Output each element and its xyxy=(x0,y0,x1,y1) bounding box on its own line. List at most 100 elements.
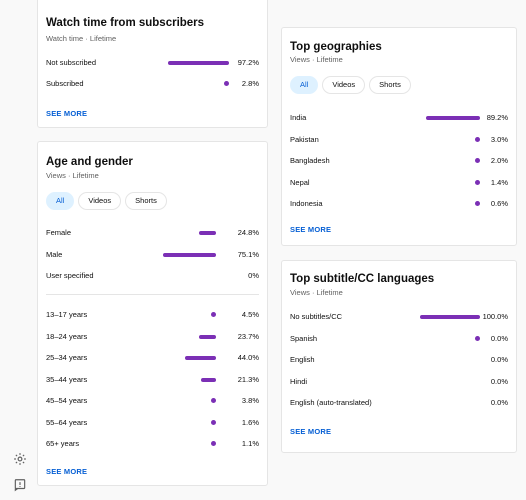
card-subtitle: Watch time · Lifetime xyxy=(46,34,117,43)
top-geographies-card: Top geographies Views · Lifetime All Vide… xyxy=(281,27,517,246)
stat-row: 18–24 years 23.7% xyxy=(46,330,259,344)
divider xyxy=(46,294,259,295)
gear-icon[interactable] xyxy=(13,452,27,466)
row-value: 4.5% xyxy=(241,310,259,319)
row-value: 75.1% xyxy=(237,249,259,259)
row-value: 44.0% xyxy=(237,353,259,362)
card-title: Age and gender xyxy=(46,156,133,168)
value-dot xyxy=(211,312,216,317)
value-dot xyxy=(475,158,480,163)
filter-chips: All Videos Shorts xyxy=(290,76,411,94)
value-bar xyxy=(426,116,480,120)
row-value: 3.8% xyxy=(241,396,259,405)
value-dot xyxy=(211,419,216,425)
stat-row: Male 75.1% xyxy=(46,248,259,262)
row-label: Spanish xyxy=(290,333,318,343)
value-bar xyxy=(185,356,216,360)
card-subtitle: Views · Lifetime xyxy=(290,55,343,64)
row-label: 55–64 years xyxy=(46,417,88,427)
see-more-link[interactable]: SEE MORE xyxy=(290,225,332,234)
row-value: 0.0% xyxy=(490,398,508,407)
value-bar xyxy=(199,334,216,339)
row-label: English xyxy=(290,355,315,364)
row-value: 1.6% xyxy=(241,417,259,427)
row-label: Pakistan xyxy=(290,134,319,144)
stat-row: No subtitles/CC 100.0% xyxy=(290,310,508,324)
value-bar xyxy=(167,61,229,65)
watch-time-card: Watch time from subscribers Watch time ·… xyxy=(37,0,268,128)
row-label: Bangladesh xyxy=(290,156,330,165)
row-label: 18–24 years xyxy=(46,331,88,341)
row-label: Not subscribed xyxy=(46,58,97,67)
stat-row: Spanish 0.0% xyxy=(290,332,508,346)
value-bar xyxy=(198,231,216,235)
card-subtitle: Views · Lifetime xyxy=(46,171,99,180)
value-dot xyxy=(475,179,480,185)
stat-row: Female 24.8% xyxy=(46,226,259,240)
row-value: 23.7% xyxy=(237,331,259,341)
filter-chip-videos[interactable]: Videos xyxy=(78,192,122,210)
card-title: Top subtitle/CC languages xyxy=(290,273,435,285)
stat-row: 13–17 years 4.5% xyxy=(46,308,259,322)
row-value: 21.3% xyxy=(237,374,259,384)
row-value: 24.8% xyxy=(237,228,259,237)
value-dot xyxy=(211,398,216,403)
row-label: No subtitles/CC xyxy=(290,312,343,321)
value-dot xyxy=(224,81,229,86)
top-subtitle-languages-card: Top subtitle/CC languages Views · Lifeti… xyxy=(281,260,517,453)
filter-chips: All Videos Shorts xyxy=(46,192,167,210)
filter-chip-shorts[interactable]: Shorts xyxy=(369,76,411,94)
filter-chip-videos[interactable]: Videos xyxy=(322,76,366,94)
see-more-link[interactable]: SEE MORE xyxy=(46,109,88,118)
filter-chip-all[interactable]: All xyxy=(290,76,319,94)
stat-row: User specified 0% xyxy=(46,269,259,283)
row-label: Indonesia xyxy=(290,199,323,208)
row-label: 45–54 years xyxy=(46,396,88,405)
row-label: 65+ years xyxy=(46,439,80,448)
filter-chip-all[interactable]: All xyxy=(46,192,75,210)
stat-row: 45–54 years 3.8% xyxy=(46,394,259,408)
row-label: Hindi xyxy=(290,376,308,386)
row-value: 0.0% xyxy=(490,376,508,386)
card-title: Top geographies xyxy=(290,41,382,53)
stat-row: India 89.2% xyxy=(290,111,508,125)
row-value: 3.0% xyxy=(490,134,508,144)
value-dot xyxy=(475,201,480,206)
row-label: Female xyxy=(46,228,72,237)
filter-chip-shorts[interactable]: Shorts xyxy=(125,192,167,210)
stat-row: Indonesia 0.6% xyxy=(290,197,508,211)
row-value: 2.0% xyxy=(490,156,508,165)
row-value: 97.2% xyxy=(237,58,259,67)
stat-row: Subscribed 2.8% xyxy=(46,77,259,91)
value-bar xyxy=(420,315,480,319)
value-dot xyxy=(475,335,480,341)
feedback-icon[interactable] xyxy=(13,478,27,492)
row-label: User specified xyxy=(46,271,94,280)
row-value: 89.2% xyxy=(486,113,508,122)
see-more-link[interactable]: SEE MORE xyxy=(46,467,88,476)
value-dot xyxy=(475,136,480,142)
card-subtitle: Views · Lifetime xyxy=(290,288,343,297)
row-label: Subscribed xyxy=(46,79,84,88)
row-value: 0.0% xyxy=(490,355,508,364)
row-value: 0% xyxy=(248,271,259,280)
row-value: 1.4% xyxy=(490,177,508,187)
age-gender-card: Age and gender Views · Lifetime All Video… xyxy=(37,141,268,486)
stat-row: 35–44 years 21.3% xyxy=(46,373,259,387)
stat-row: Not subscribed 97.2% xyxy=(46,56,259,70)
row-label: 25–34 years xyxy=(46,353,88,362)
stat-row: Pakistan 3.0% xyxy=(290,133,508,147)
row-value: 0.0% xyxy=(490,333,508,343)
row-label: English (auto-translated) xyxy=(290,398,372,407)
stat-row: English 0.0% xyxy=(290,353,508,367)
left-rail xyxy=(0,0,38,500)
row-value: 0.6% xyxy=(490,199,508,208)
see-more-link[interactable]: SEE MORE xyxy=(290,427,332,436)
row-value: 1.1% xyxy=(241,439,259,448)
row-label: India xyxy=(290,113,307,122)
row-label: 13–17 years xyxy=(46,310,88,319)
row-label: Male xyxy=(46,249,63,259)
stat-row: English (auto-translated) 0.0% xyxy=(290,396,508,410)
row-label: Nepal xyxy=(290,177,310,187)
row-label: 35–44 years xyxy=(46,374,88,384)
